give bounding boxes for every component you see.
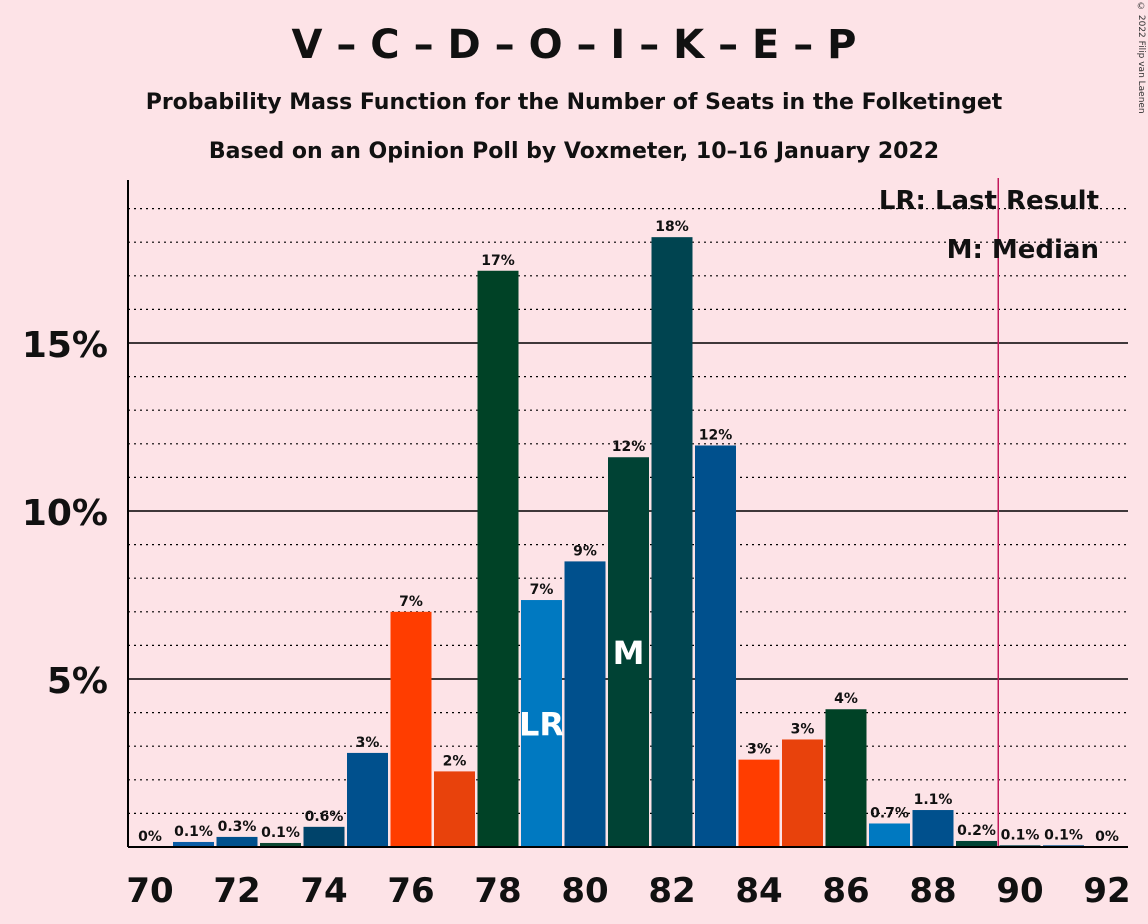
bar-seat-74 [303,826,345,847]
x-tick-label: 78 [474,871,521,911]
x-tick-label: 90 [996,871,1043,911]
data-label: 3% [747,742,771,758]
copyright-note: © 2022 Filip van Laenen [1136,2,1146,114]
bar-seat-82 [651,237,693,847]
x-tick-label: 70 [126,871,173,911]
data-label: 7% [530,582,554,598]
last-result-marker: LR [519,706,564,744]
x-tick-label: 84 [735,871,782,911]
x-tick-label: 86 [822,871,869,911]
bar-seat-81 [608,457,649,847]
data-label: 17% [481,253,515,269]
data-label: 0.7% [870,805,909,821]
data-label: 4% [834,691,858,707]
x-tick-label: 74 [300,871,347,911]
legend-median: M: Median [947,235,1099,265]
x-tick-label: 88 [909,871,956,911]
bar-seat-83 [695,445,736,847]
data-label: 18% [655,219,689,235]
x-tick-label: 92 [1083,871,1130,911]
bar-seat-71 [173,841,214,847]
bar-seat-79 [521,600,562,847]
bar-seat-86 [825,709,867,847]
x-tick-label: 72 [213,871,260,911]
data-label: 7% [399,594,423,610]
data-label: 0.1% [1044,827,1083,843]
data-label: 12% [699,427,733,443]
bar-seat-88 [912,810,954,847]
data-label: 0.6% [305,809,344,825]
bar-seat-72 [216,836,258,847]
x-tick-label: 82 [648,871,695,911]
data-label: 2% [443,753,467,769]
data-label: 3% [356,735,380,751]
y-tick-label: 15% [22,325,108,366]
data-label: 0.2% [957,823,996,839]
y-tick-label: 10% [22,493,108,534]
bar-seat-87 [869,823,910,847]
data-label: 12% [612,439,646,455]
bar-seat-78 [477,270,519,847]
x-tick-label: 76 [387,871,434,911]
data-label: 3% [791,721,815,737]
bar-seat-85 [782,739,823,847]
chart-title: V – C – D – O – I – K – E – P [291,22,857,68]
y-tick-label: 5% [47,661,108,702]
data-label: 0% [138,829,162,845]
data-label: 9% [573,543,597,559]
bar-seat-73 [260,842,301,847]
data-label: 0.3% [218,819,257,835]
data-label: 1.1% [914,792,953,808]
data-label: 0% [1095,829,1119,845]
bar-seat-89 [956,840,997,847]
bar-seat-84 [738,759,780,847]
bar-seat-75 [347,752,388,847]
data-label: 0.1% [174,824,213,840]
chart-subtitle: Probability Mass Function for the Number… [145,90,1003,115]
x-tick-label: 80 [561,871,608,911]
data-label: 0.1% [261,825,300,841]
legend-last-result: LR: Last Result [879,186,1099,216]
chart-source-line: Based on an Opinion Poll by Voxmeter, 10… [208,139,940,164]
bar-seat-80 [564,561,606,847]
bar-seat-77 [434,771,475,847]
data-label: 0.1% [1001,827,1040,843]
median-marker: M [613,634,645,672]
bar-seat-76 [390,611,432,847]
